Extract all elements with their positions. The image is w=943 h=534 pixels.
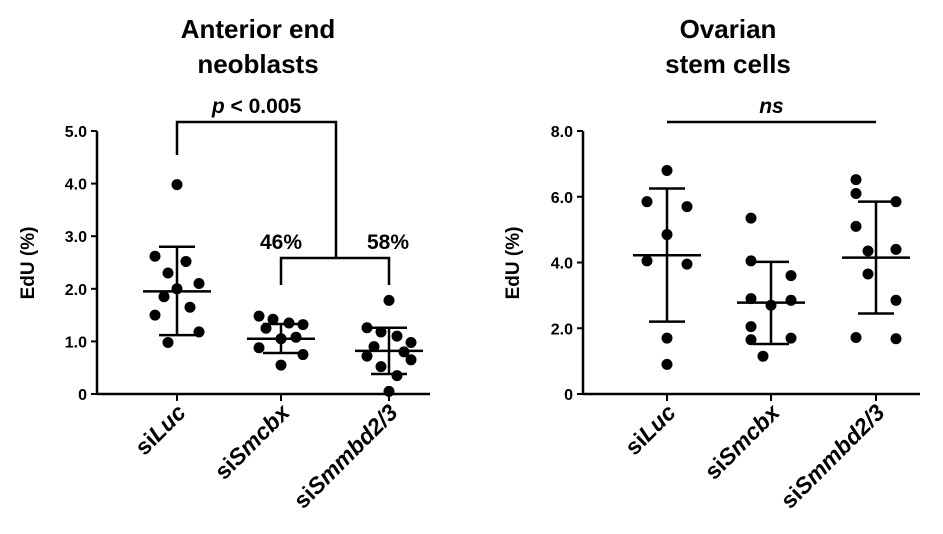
significance-label: ns: [759, 95, 784, 118]
data-point: [745, 334, 757, 346]
data-point: [275, 359, 287, 371]
y-tick-label: 0: [564, 387, 573, 404]
data-point: [405, 354, 417, 366]
data-point: [375, 326, 387, 338]
data-point: [171, 179, 183, 191]
panel-title-line-1: Ovarian: [680, 14, 777, 44]
data-point: [850, 220, 862, 232]
data-point: [193, 326, 205, 338]
data-point: [405, 336, 417, 348]
data-point: [253, 342, 265, 354]
treatment-bracket: [279, 256, 391, 285]
data-point: [149, 309, 161, 321]
data-point: [149, 250, 161, 262]
x-category-label: siSmcbx: [209, 398, 295, 484]
data-point: [180, 255, 192, 267]
y-tick-label: 2.0: [551, 321, 573, 338]
data-point: [757, 350, 769, 362]
data-point: [641, 196, 653, 208]
data-point: [391, 330, 403, 342]
data-point: [850, 331, 862, 343]
data-point: [193, 278, 205, 290]
data-point: [850, 187, 862, 199]
percentage-label: 58%: [367, 231, 409, 254]
data-point: [290, 331, 302, 343]
data-point: [641, 255, 653, 267]
y-axis-label: EdU (%): [503, 227, 524, 300]
y-tick-label: 1.0: [65, 334, 87, 351]
data-point: [890, 243, 902, 255]
data-point: [745, 321, 757, 333]
y-tick-label: 4.0: [551, 256, 573, 273]
panel-title-line-1: Anterior end: [181, 14, 336, 44]
y-tick-label: 6.0: [551, 190, 573, 207]
data-point: [745, 212, 757, 224]
data-point: [890, 196, 902, 208]
panel-ovarian-stem-cells: Ovarian stem cells EdU (%) 0 2.0 4.0 6.0 8.0…: [503, 14, 920, 513]
y-tick-label: 5.0: [65, 124, 87, 141]
x-category-label: siSmmbd2/3: [775, 399, 889, 513]
data-point: [890, 294, 902, 306]
data-point: [745, 255, 757, 267]
data-point: [162, 336, 174, 348]
data-point: [681, 201, 693, 213]
data-point: [297, 319, 309, 331]
data-point: [661, 164, 673, 176]
data-point: [184, 301, 196, 313]
data-point: [785, 332, 797, 344]
panel-title-line-2: neoblasts: [197, 49, 318, 79]
data-point: [785, 294, 797, 306]
data-point: [661, 332, 673, 344]
data-point: [661, 358, 673, 370]
data-point: [158, 291, 170, 303]
percentage-label: 46%: [260, 231, 302, 254]
x-category-label: siLuc: [620, 399, 681, 460]
y-tick-label: 8.0: [551, 124, 573, 141]
panel-anterior-end-neoblasts: Anterior end neoblasts EdU (%) 0 1.0 2.0 3.…: [18, 14, 430, 513]
data-point: [785, 270, 797, 282]
data-point: [375, 361, 387, 373]
y-tick-label: 4.0: [65, 177, 87, 194]
data-point: [890, 333, 902, 345]
data-point: [391, 370, 403, 382]
data-point: [260, 322, 272, 334]
data-point: [253, 310, 265, 322]
data-point: [862, 245, 874, 257]
data-point: [162, 267, 174, 279]
data-point: [361, 350, 373, 362]
panel-title-line-2: stem cells: [665, 49, 791, 79]
data-point: [297, 349, 309, 361]
data-point: [850, 174, 862, 186]
data-point: [267, 313, 279, 325]
significance-label: p < 0.005: [211, 95, 302, 118]
data-point: [862, 268, 874, 280]
data-point: [383, 294, 395, 306]
x-category-label: siLuc: [130, 399, 191, 460]
x-category-label: siSmmbd2/3: [288, 399, 402, 513]
significance-bracket: [175, 120, 338, 258]
data-point: [681, 258, 693, 270]
data-point: [368, 341, 380, 353]
y-tick-label: 2.0: [65, 282, 87, 299]
y-tick-label: 0: [78, 387, 87, 404]
x-category-label: siSmcbx: [699, 398, 785, 484]
y-axis-label: EdU (%): [18, 227, 39, 300]
data-point: [361, 322, 373, 334]
y-tick-label: 3.0: [65, 229, 87, 246]
data-point: [383, 385, 395, 397]
